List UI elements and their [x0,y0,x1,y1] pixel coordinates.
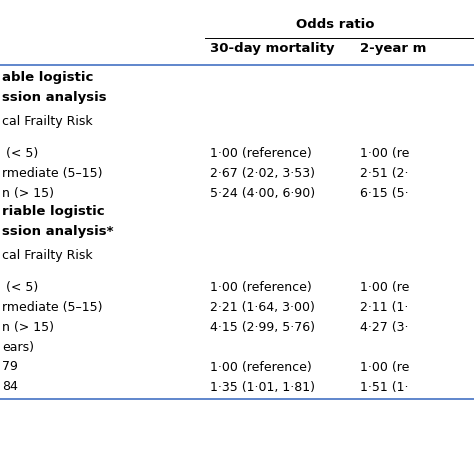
Text: 1·00 (re: 1·00 (re [360,361,410,374]
Text: 79: 79 [2,361,18,374]
Text: 2·67 (2·02, 3·53): 2·67 (2·02, 3·53) [210,166,315,180]
Text: 6·15 (5·: 6·15 (5· [360,186,409,200]
Text: riable logistic: riable logistic [2,205,105,218]
Text: cal Frailty Risk: cal Frailty Risk [2,248,92,262]
Text: 2·11 (1·: 2·11 (1· [360,301,409,313]
Text: 1·00 (reference): 1·00 (reference) [210,361,312,374]
Text: cal Frailty Risk: cal Frailty Risk [2,115,92,128]
Text: n (> 15): n (> 15) [2,186,54,200]
Text: ssion analysis: ssion analysis [2,91,107,104]
Text: rmediate (5–15): rmediate (5–15) [2,301,102,313]
Text: 2-year m: 2-year m [360,42,427,55]
Text: (< 5): (< 5) [2,146,38,159]
Text: 1·51 (1·: 1·51 (1· [360,381,409,393]
Text: (< 5): (< 5) [2,281,38,293]
Text: 2·51 (2·: 2·51 (2· [360,166,409,180]
Text: ssion analysis*: ssion analysis* [2,225,113,238]
Text: 5·24 (4·00, 6·90): 5·24 (4·00, 6·90) [210,186,315,200]
Text: 30-day mortality: 30-day mortality [210,42,335,55]
Text: 1·35 (1·01, 1·81): 1·35 (1·01, 1·81) [210,381,315,393]
Text: 1·00 (re: 1·00 (re [360,281,410,293]
Text: 1·00 (reference): 1·00 (reference) [210,146,312,159]
Text: rmediate (5–15): rmediate (5–15) [2,166,102,180]
Text: Odds ratio: Odds ratio [296,18,374,31]
Text: 4·27 (3·: 4·27 (3· [360,320,409,334]
Text: ears): ears) [2,340,34,354]
Text: 84: 84 [2,381,18,393]
Text: n (> 15): n (> 15) [2,320,54,334]
Text: 4·15 (2·99, 5·76): 4·15 (2·99, 5·76) [210,320,315,334]
Text: 1·00 (re: 1·00 (re [360,146,410,159]
Text: 2·21 (1·64, 3·00): 2·21 (1·64, 3·00) [210,301,315,313]
Text: 1·00 (reference): 1·00 (reference) [210,281,312,293]
Text: able logistic: able logistic [2,71,93,84]
